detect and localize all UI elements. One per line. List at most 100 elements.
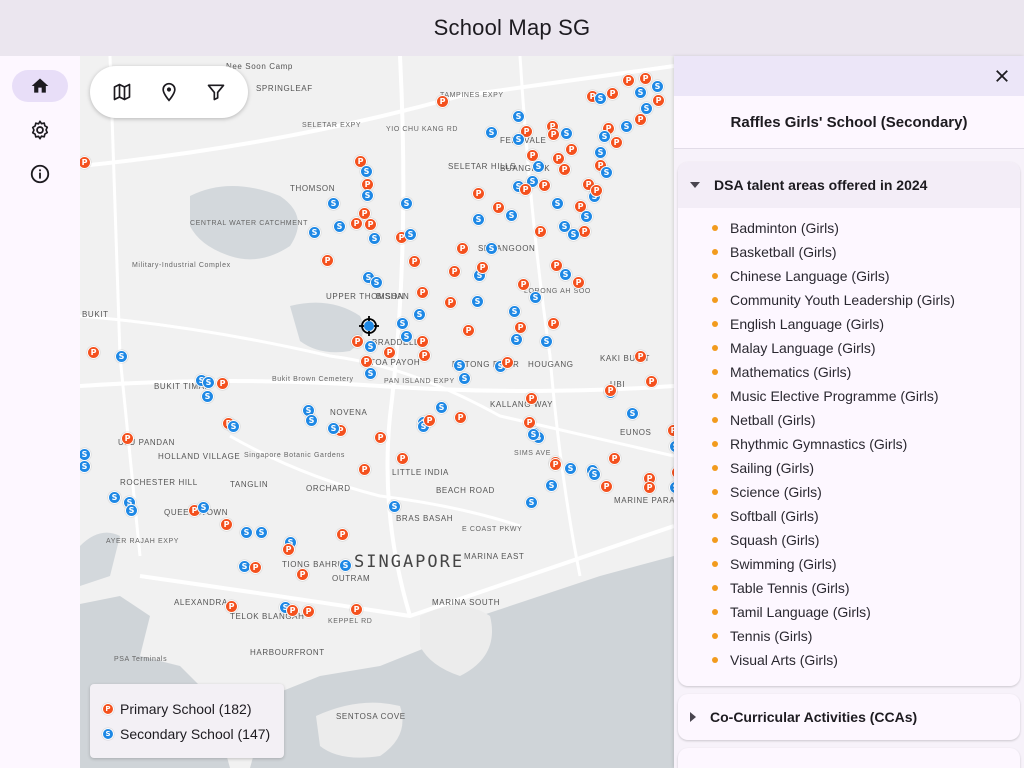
primary-school-pin[interactable]: P bbox=[396, 452, 409, 465]
primary-school-pin[interactable]: P bbox=[286, 604, 299, 617]
primary-school-pin[interactable]: P bbox=[547, 317, 560, 330]
secondary-school-pin[interactable]: S bbox=[485, 126, 498, 139]
secondary-school-pin[interactable]: S bbox=[651, 80, 664, 93]
school-map[interactable]: Nee Soon Camp SPRINGLEAF TAMPINES EXPY S… bbox=[80, 56, 674, 768]
primary-school-pin[interactable]: P bbox=[572, 276, 585, 289]
primary-school-pin[interactable]: P bbox=[418, 349, 431, 362]
secondary-school-pin[interactable]: S bbox=[640, 102, 653, 115]
primary-school-pin[interactable]: P bbox=[462, 324, 475, 337]
secondary-school-pin[interactable]: S bbox=[527, 428, 540, 441]
primary-school-pin[interactable]: P bbox=[639, 72, 652, 85]
primary-school-pin[interactable]: P bbox=[351, 335, 364, 348]
secondary-school-pin[interactable]: S bbox=[201, 390, 214, 403]
secondary-school-pin[interactable]: S bbox=[471, 295, 484, 308]
secondary-school-pin[interactable]: S bbox=[529, 291, 542, 304]
secondary-school-pin[interactable]: S bbox=[125, 504, 138, 517]
next-section[interactable] bbox=[678, 748, 1020, 768]
primary-school-pin[interactable]: P bbox=[350, 603, 363, 616]
primary-school-pin[interactable]: P bbox=[354, 155, 367, 168]
primary-school-pin[interactable]: P bbox=[634, 113, 647, 126]
secondary-school-pin[interactable]: S bbox=[327, 422, 340, 435]
secondary-school-pin[interactable]: S bbox=[370, 276, 383, 289]
primary-school-pin[interactable]: P bbox=[282, 543, 295, 556]
secondary-school-pin[interactable]: S bbox=[540, 335, 553, 348]
secondary-school-pin[interactable]: S bbox=[339, 559, 352, 572]
secondary-school-pin[interactable]: S bbox=[364, 367, 377, 380]
primary-school-pin[interactable]: P bbox=[492, 201, 505, 214]
primary-school-pin[interactable]: P bbox=[578, 225, 591, 238]
primary-school-pin[interactable]: P bbox=[350, 217, 363, 230]
secondary-school-pin[interactable]: S bbox=[588, 468, 601, 481]
secondary-school-pin[interactable]: S bbox=[567, 228, 580, 241]
selected-location-marker[interactable] bbox=[358, 315, 380, 337]
primary-school-pin[interactable]: P bbox=[121, 432, 134, 445]
primary-school-pin[interactable]: P bbox=[358, 463, 371, 476]
primary-school-pin[interactable]: P bbox=[448, 265, 461, 278]
secondary-school-pin[interactable]: S bbox=[512, 133, 525, 146]
secondary-school-pin[interactable]: S bbox=[435, 401, 448, 414]
primary-school-pin[interactable]: P bbox=[643, 481, 656, 494]
primary-school-pin[interactable]: P bbox=[472, 187, 485, 200]
secondary-school-pin[interactable]: S bbox=[560, 127, 573, 140]
secondary-school-pin[interactable]: S bbox=[255, 526, 268, 539]
secondary-school-pin[interactable]: S bbox=[327, 197, 340, 210]
primary-school-pin[interactable]: P bbox=[558, 163, 571, 176]
primary-school-pin[interactable]: P bbox=[547, 128, 560, 141]
close-panel-button[interactable] bbox=[990, 64, 1014, 88]
primary-school-pin[interactable]: P bbox=[296, 568, 309, 581]
primary-school-pin[interactable]: P bbox=[525, 392, 538, 405]
secondary-school-pin[interactable]: S bbox=[240, 526, 253, 539]
secondary-school-pin[interactable]: S bbox=[400, 330, 413, 343]
primary-school-pin[interactable]: P bbox=[549, 458, 562, 471]
secondary-school-pin[interactable]: S bbox=[368, 232, 381, 245]
primary-school-pin[interactable]: P bbox=[590, 184, 603, 197]
primary-school-pin[interactable]: P bbox=[550, 259, 563, 272]
primary-school-pin[interactable]: P bbox=[220, 518, 233, 531]
secondary-school-pin[interactable]: S bbox=[400, 197, 413, 210]
primary-school-pin[interactable]: P bbox=[519, 183, 532, 196]
primary-school-pin[interactable]: P bbox=[600, 480, 613, 493]
map-layers-button[interactable] bbox=[104, 74, 140, 110]
secondary-school-pin[interactable]: S bbox=[388, 500, 401, 513]
secondary-school-pin[interactable]: S bbox=[598, 130, 611, 143]
secondary-school-pin[interactable]: S bbox=[525, 496, 538, 509]
secondary-school-pin[interactable]: S bbox=[594, 146, 607, 159]
nav-about-button[interactable] bbox=[12, 158, 68, 190]
primary-school-pin[interactable]: P bbox=[667, 424, 674, 437]
primary-school-pin[interactable]: P bbox=[416, 286, 429, 299]
my-location-button[interactable] bbox=[151, 74, 187, 110]
secondary-school-pin[interactable]: S bbox=[510, 333, 523, 346]
filter-button[interactable] bbox=[198, 74, 234, 110]
secondary-school-pin[interactable]: S bbox=[508, 305, 521, 318]
secondary-school-pin[interactable]: S bbox=[202, 376, 215, 389]
secondary-school-pin[interactable]: S bbox=[551, 197, 564, 210]
secondary-school-pin[interactable]: S bbox=[545, 479, 558, 492]
secondary-school-pin[interactable]: S bbox=[512, 110, 525, 123]
secondary-school-pin[interactable]: S bbox=[580, 210, 593, 223]
primary-school-pin[interactable]: P bbox=[606, 87, 619, 100]
dsa-section-header[interactable]: DSA talent areas offered in 2024 bbox=[678, 162, 1020, 208]
secondary-school-pin[interactable]: S bbox=[564, 462, 577, 475]
nav-settings-button[interactable] bbox=[12, 114, 68, 146]
primary-school-pin[interactable]: P bbox=[436, 95, 449, 108]
secondary-school-pin[interactable]: S bbox=[485, 242, 498, 255]
primary-school-pin[interactable]: P bbox=[610, 136, 623, 149]
secondary-school-pin[interactable]: S bbox=[361, 189, 374, 202]
primary-school-pin[interactable]: P bbox=[374, 431, 387, 444]
primary-school-pin[interactable]: P bbox=[652, 94, 665, 107]
secondary-school-pin[interactable]: S bbox=[197, 501, 210, 514]
secondary-school-pin[interactable]: S bbox=[458, 372, 471, 385]
secondary-school-pin[interactable]: S bbox=[413, 308, 426, 321]
secondary-school-pin[interactable]: S bbox=[333, 220, 346, 233]
secondary-school-pin[interactable]: S bbox=[559, 268, 572, 281]
primary-school-pin[interactable]: P bbox=[87, 346, 100, 359]
primary-school-pin[interactable]: P bbox=[383, 346, 396, 359]
primary-school-pin[interactable]: P bbox=[538, 179, 551, 192]
primary-school-pin[interactable]: P bbox=[249, 561, 262, 574]
secondary-school-pin[interactable]: S bbox=[453, 359, 466, 372]
primary-school-pin[interactable]: P bbox=[456, 242, 469, 255]
secondary-school-pin[interactable]: S bbox=[305, 414, 318, 427]
primary-school-pin[interactable]: P bbox=[604, 384, 617, 397]
secondary-school-pin[interactable]: S bbox=[620, 120, 633, 133]
primary-school-pin[interactable]: P bbox=[216, 377, 229, 390]
